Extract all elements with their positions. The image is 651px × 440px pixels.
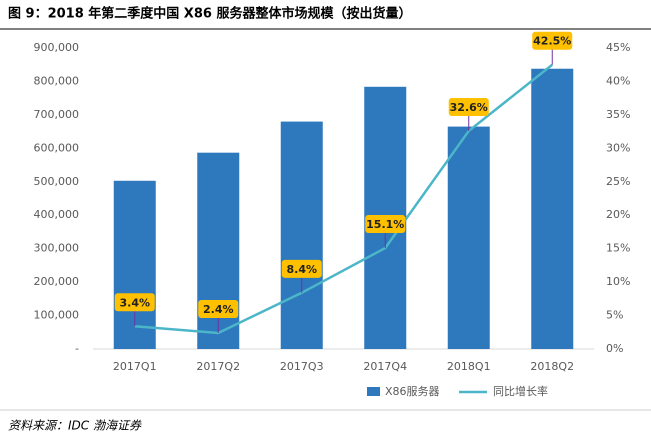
y2-tick-label: 25% bbox=[606, 175, 630, 188]
x-tick-label: 2017Q1 bbox=[113, 360, 157, 373]
y-tick-label: 100,000 bbox=[34, 309, 80, 322]
y-tick-label: 700,000 bbox=[34, 108, 80, 121]
y-tick-label: 800,000 bbox=[34, 74, 80, 87]
y-tick-label: 900,000 bbox=[34, 41, 80, 54]
label-box bbox=[532, 31, 573, 50]
y-tick-label: 200,000 bbox=[34, 275, 80, 288]
bar bbox=[280, 121, 323, 349]
legend-label: X86服务器 bbox=[385, 385, 440, 398]
bar bbox=[531, 68, 574, 349]
y2-tick-label: 30% bbox=[606, 141, 630, 154]
y-tick-label: 400,000 bbox=[34, 208, 80, 221]
value-label: 2.4% bbox=[203, 303, 234, 316]
value-label: 42.5% bbox=[533, 35, 571, 48]
value-label: 8.4% bbox=[286, 263, 317, 276]
label-box bbox=[281, 259, 322, 278]
label-box bbox=[448, 97, 489, 116]
y2-tick-label: 5% bbox=[606, 309, 623, 322]
line bbox=[134, 63, 554, 335]
bar bbox=[447, 126, 490, 349]
value-label: 32.6% bbox=[450, 101, 488, 114]
x-tick-label: 2018Q2 bbox=[530, 360, 574, 373]
x-tick-label: 2017Q3 bbox=[280, 360, 324, 373]
y2-tick-label: 40% bbox=[606, 74, 630, 87]
y2-tick-label: 45% bbox=[606, 41, 630, 54]
x-tick-label: 2017Q4 bbox=[363, 360, 407, 373]
legend-swatch bbox=[367, 387, 380, 396]
label-box bbox=[114, 293, 155, 312]
value-label: 3.4% bbox=[119, 296, 150, 309]
y-tick-label: 500,000 bbox=[34, 175, 80, 188]
source: 资料来源：IDC 渤海证券 bbox=[8, 419, 142, 433]
y-tick-label: - bbox=[75, 342, 79, 355]
y2-tick-label: 10% bbox=[606, 275, 630, 288]
value-label: 15.1% bbox=[366, 218, 404, 231]
y-tick-label: 600,000 bbox=[34, 141, 80, 154]
x-tick-label: 2017Q2 bbox=[196, 360, 240, 373]
label-box bbox=[198, 299, 239, 318]
x-tick-label: 2018Q1 bbox=[447, 360, 491, 373]
y2-tick-label: 0% bbox=[606, 342, 623, 355]
y2-tick-label: 20% bbox=[606, 208, 630, 221]
y2-tick-label: 35% bbox=[606, 108, 630, 121]
legend-label: 同比增长率 bbox=[493, 384, 548, 398]
y-tick-label: 300,000 bbox=[34, 242, 80, 255]
chart-title: 图 9：2018 年第二季度中国 X86 服务器整体市场规模（按出货量） bbox=[8, 6, 411, 22]
label-box bbox=[365, 214, 406, 233]
y2-tick-label: 15% bbox=[606, 242, 630, 255]
